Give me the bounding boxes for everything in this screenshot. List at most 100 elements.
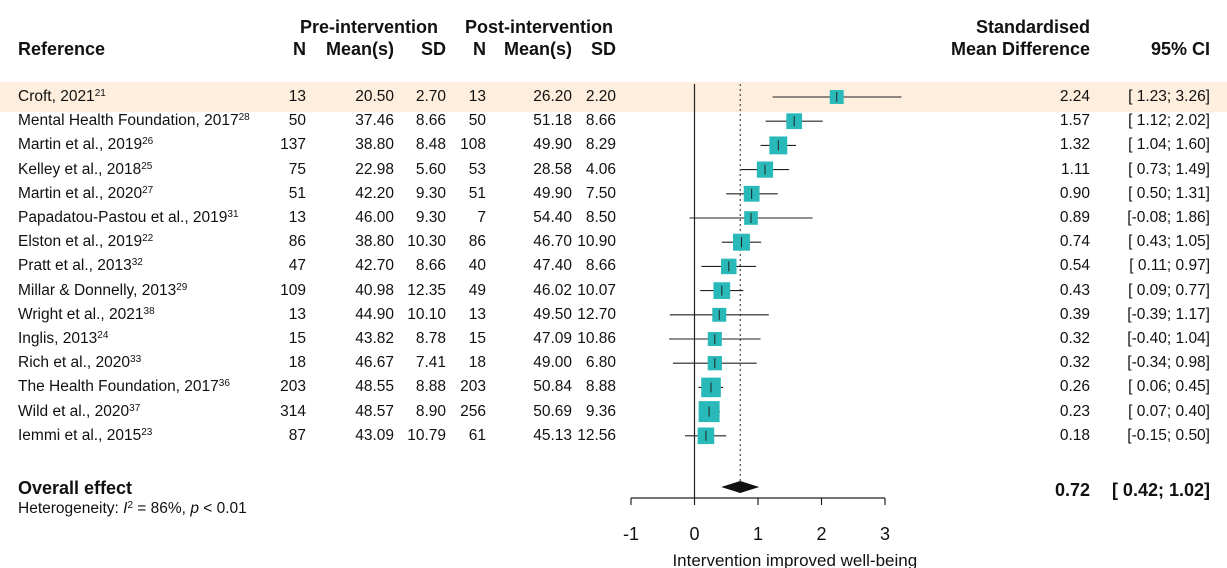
cell-pre-n: 314 xyxy=(280,402,306,420)
cell-smd: 0.23 xyxy=(1059,402,1090,420)
study-reference: Pratt et al., 201332 xyxy=(18,257,143,275)
column-header-post-mean: Mean(s) xyxy=(503,39,572,59)
study-reference-text: Martin et al., 2019 xyxy=(18,136,143,154)
cell-pre-mean: 40.98 xyxy=(355,281,394,299)
study-reference-text: The Health Foundation, 2017 xyxy=(18,378,219,396)
cell-pre-n: 75 xyxy=(288,160,306,178)
cell-post-n: 18 xyxy=(468,354,486,372)
cell-pre-mean: 46.00 xyxy=(355,209,394,226)
study-reference: The Health Foundation, 201736 xyxy=(18,378,230,396)
cell-ci: [ 0.11; 0.97] xyxy=(1129,257,1210,275)
study-reference: Wild et al., 202037 xyxy=(18,403,140,421)
column-header-pre-n: N xyxy=(293,39,306,59)
cell-post-sd: 9.36 xyxy=(585,402,616,420)
cell-pre-mean: 22.98 xyxy=(355,160,394,178)
cell-ci: [ 1.23; 3.26] xyxy=(1128,88,1210,105)
cell-post-n: 15 xyxy=(468,330,486,347)
cell-smd: 0.26 xyxy=(1059,378,1090,396)
cell-pre-sd: 8.48 xyxy=(415,136,446,154)
cell-post-sd: 8.66 xyxy=(585,257,616,275)
cell-pre-sd: 8.90 xyxy=(415,402,446,420)
cell-pre-mean: 38.80 xyxy=(355,136,394,154)
cell-pre-sd: 8.66 xyxy=(415,112,446,130)
cell-smd: 0.32 xyxy=(1059,330,1090,347)
column-header-reference: Reference xyxy=(18,39,106,59)
study-reference-text: Wright et al., 2021 xyxy=(18,305,144,323)
cell-smd: 1.11 xyxy=(1060,160,1090,178)
study-reference: Rich et al., 202033 xyxy=(18,354,141,372)
cell-post-mean: 49.50 xyxy=(533,305,572,323)
group-header-pre: Pre-intervention xyxy=(299,17,439,37)
cell-post-sd: 10.86 xyxy=(577,330,616,347)
study-citation: 33 xyxy=(130,354,142,366)
cell-pre-sd: 10.30 xyxy=(407,233,446,251)
study-citation: 32 xyxy=(131,257,143,269)
study-reference-text: Wild et al., 2020 xyxy=(18,402,130,420)
group-header-post: Post-intervention xyxy=(464,17,613,37)
cell-pre-sd: 7.41 xyxy=(415,354,446,372)
study-reference: Croft, 202121 xyxy=(18,88,106,106)
study-reference: Kelley et al., 201825 xyxy=(18,161,152,179)
cell-pre-mean: 42.20 xyxy=(355,184,394,202)
cell-ci: [ 0.09; 0.77] xyxy=(1128,281,1210,299)
cell-post-sd: 10.07 xyxy=(577,281,616,299)
cell-smd: 0.54 xyxy=(1059,257,1090,275)
cell-post-sd: 7.50 xyxy=(585,184,616,202)
cell-post-mean: 26.20 xyxy=(533,88,572,105)
cell-pre-n: 50 xyxy=(288,112,306,130)
study-citation: 27 xyxy=(142,184,154,196)
cell-pre-n: 109 xyxy=(280,281,306,299)
cell-pre-mean: 42.70 xyxy=(355,257,394,275)
cell-smd: 0.74 xyxy=(1059,233,1090,251)
cell-pre-sd: 9.30 xyxy=(415,209,446,226)
cell-pre-sd: 9.30 xyxy=(415,184,446,202)
highlighted-row-background xyxy=(0,82,1227,112)
cell-pre-n: 203 xyxy=(280,378,306,396)
x-axis-tick-label: -1 xyxy=(623,524,639,544)
cell-post-n: 53 xyxy=(468,160,486,178)
cell-post-n: 51 xyxy=(468,184,486,202)
cell-pre-mean: 43.09 xyxy=(355,426,394,444)
study-reference-text: Pratt et al., 2013 xyxy=(18,257,132,275)
x-axis-tick-label: 1 xyxy=(753,524,763,544)
cell-smd: 0.90 xyxy=(1059,184,1090,202)
cell-pre-n: 87 xyxy=(288,426,306,444)
column-header-smd-line1: Standardised xyxy=(975,17,1090,37)
cell-pre-n: 137 xyxy=(280,136,306,154)
study-reference-text: Inglis, 2013 xyxy=(18,330,98,347)
cell-pre-sd: 5.60 xyxy=(415,160,446,178)
cell-post-sd: 10.90 xyxy=(577,233,616,251)
cell-pre-sd: 8.88 xyxy=(415,378,446,396)
cell-post-n: 61 xyxy=(468,426,486,444)
study-citation: 36 xyxy=(218,378,230,390)
cell-smd: 1.32 xyxy=(1059,136,1090,154)
x-axis-tick-label: 3 xyxy=(880,524,890,544)
cell-ci: [ 1.04; 1.60] xyxy=(1128,136,1210,154)
cell-post-mean: 45.13 xyxy=(533,426,572,444)
cell-pre-n: 13 xyxy=(288,88,306,105)
cell-smd: 0.39 xyxy=(1059,305,1090,323)
cell-post-n: 86 xyxy=(468,233,486,251)
cell-pre-sd: 8.66 xyxy=(415,257,446,275)
study-reference-text: Croft, 2021 xyxy=(18,88,95,105)
study-citation: 21 xyxy=(94,88,106,99)
cell-ci: [ 1.12; 2.02] xyxy=(1128,112,1210,130)
cell-post-n: 49 xyxy=(468,281,486,299)
cell-post-mean: 46.02 xyxy=(533,281,572,299)
study-reference-text: Elston et al., 2019 xyxy=(18,233,143,251)
study-citation: 26 xyxy=(142,136,154,148)
study-citation: 25 xyxy=(141,160,153,172)
study-reference-text: Rich et al., 2020 xyxy=(18,354,131,372)
x-axis-tick-label: 2 xyxy=(816,524,826,544)
cell-ci: [-0.40; 1.04] xyxy=(1127,330,1210,347)
cell-pre-mean: 38.80 xyxy=(355,233,394,251)
study-citation: 23 xyxy=(141,426,153,438)
cell-post-mean: 51.18 xyxy=(533,112,572,130)
cell-smd: 0.32 xyxy=(1059,354,1090,372)
study-reference: Inglis, 201324 xyxy=(18,330,108,348)
cell-pre-n: 15 xyxy=(288,330,306,347)
study-citation: 38 xyxy=(143,305,155,317)
cell-pre-sd: 8.78 xyxy=(415,330,446,347)
cell-pre-mean: 37.46 xyxy=(355,112,394,130)
cell-post-sd: 8.50 xyxy=(585,209,616,226)
